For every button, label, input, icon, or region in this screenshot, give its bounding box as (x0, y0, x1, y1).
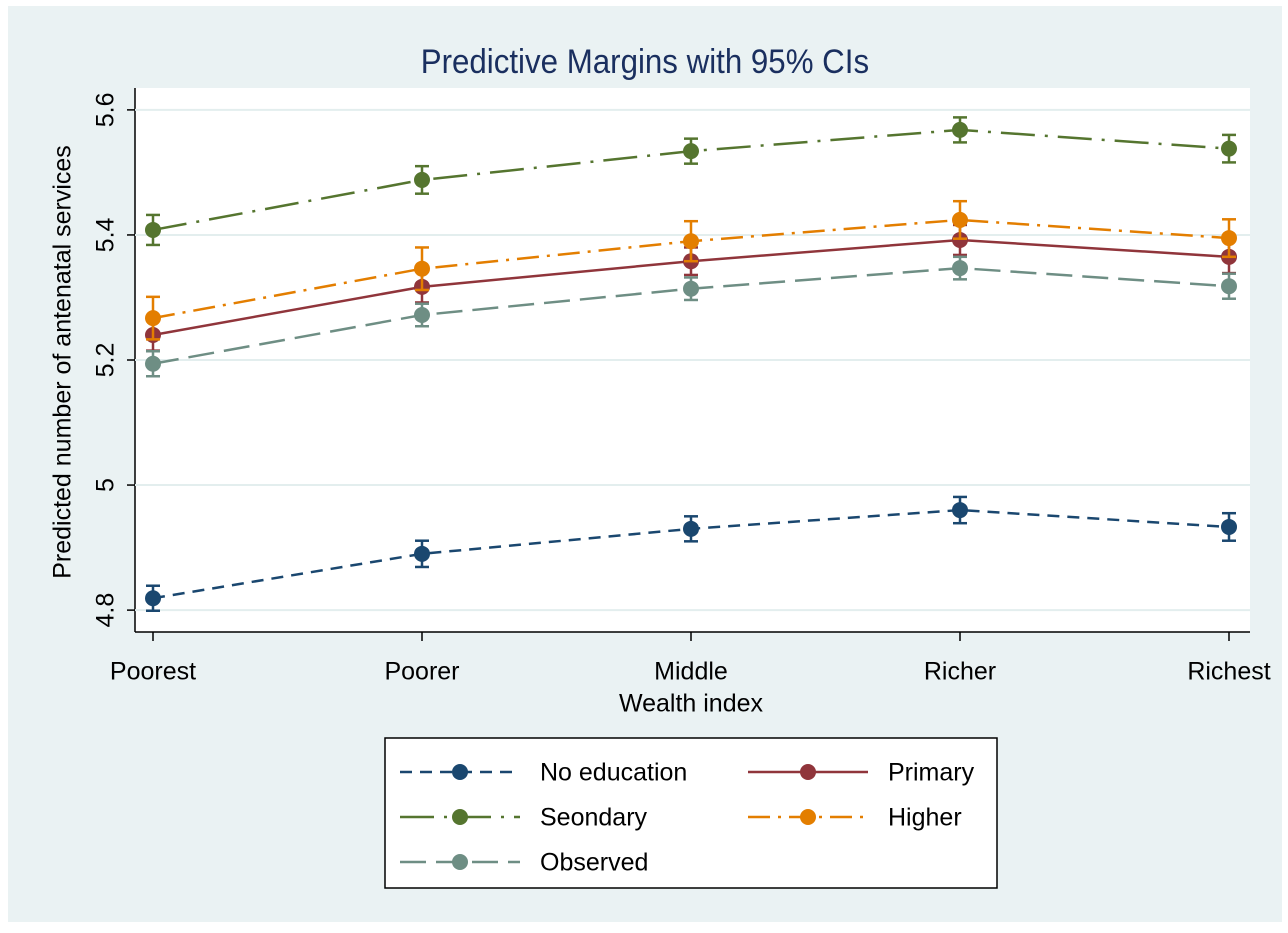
y-tick-label: 4.8 (92, 593, 120, 628)
marker (145, 221, 161, 238)
marker (145, 310, 161, 327)
marker (1221, 278, 1237, 295)
x-tick-label: Richer (924, 658, 996, 686)
marker (145, 590, 161, 607)
y-tick-label: 5.6 (92, 93, 120, 128)
x-tick-label: Poorest (110, 658, 196, 686)
marker (414, 260, 430, 277)
chart-title: Predictive Margins with 95% CIs (421, 42, 869, 81)
x-tick-label: Middle (654, 658, 728, 686)
marker (145, 355, 161, 372)
marker (683, 233, 699, 250)
marker (952, 121, 968, 138)
legend-label: Higher (888, 804, 962, 832)
legend-marker (452, 809, 468, 825)
marker (952, 502, 968, 519)
marker (683, 280, 699, 297)
marker (952, 211, 968, 228)
x-tick-label: Poorer (384, 658, 459, 686)
marker (414, 306, 430, 323)
marker (1221, 518, 1237, 535)
legend-label: Primary (888, 759, 975, 787)
marker (683, 143, 699, 160)
y-tick-label: 5.2 (92, 343, 120, 378)
legend-marker (800, 764, 816, 780)
legend-marker (452, 854, 468, 870)
marker (952, 260, 968, 277)
legend-marker (800, 809, 816, 825)
legend-label: Seondary (540, 804, 648, 832)
marker (414, 171, 430, 188)
y-axis-title: Predicted number of antenatal services (49, 145, 77, 579)
marker (1221, 230, 1237, 247)
marker (1221, 140, 1237, 157)
x-axis-title: Wealth index (619, 690, 764, 718)
y-tick-label: 5 (92, 478, 120, 492)
legend-label: No education (540, 759, 687, 787)
marker (414, 545, 430, 562)
y-tick-label: 5.4 (92, 217, 120, 252)
marker (683, 520, 699, 537)
x-tick-label: Richest (1187, 658, 1270, 686)
legend-marker (452, 764, 468, 780)
legend-label: Observed (540, 849, 648, 877)
marker (952, 231, 968, 248)
